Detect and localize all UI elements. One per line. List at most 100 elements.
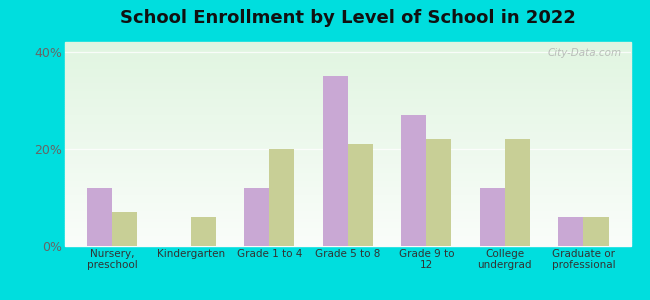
Bar bbox=[65, 95, 630, 97]
Bar bbox=[65, 132, 630, 134]
Bar bbox=[65, 234, 630, 236]
Bar bbox=[65, 169, 630, 170]
Bar bbox=[65, 89, 630, 91]
Bar bbox=[65, 122, 630, 124]
Bar bbox=[65, 167, 630, 169]
Title: School Enrollment by Level of School in 2022: School Enrollment by Level of School in … bbox=[120, 10, 576, 28]
Bar bbox=[65, 138, 630, 140]
Bar bbox=[65, 144, 630, 146]
Bar bbox=[65, 118, 630, 119]
Bar bbox=[65, 52, 630, 54]
Bar bbox=[269, 149, 294, 246]
Bar bbox=[65, 119, 630, 122]
Bar bbox=[65, 77, 630, 79]
Bar bbox=[65, 189, 630, 191]
Bar bbox=[65, 170, 630, 172]
Bar bbox=[65, 193, 630, 195]
Bar bbox=[65, 185, 630, 187]
Bar bbox=[65, 209, 630, 211]
Bar bbox=[65, 111, 630, 113]
Bar bbox=[65, 181, 630, 183]
Bar bbox=[65, 85, 630, 87]
Text: City-Data.com: City-Data.com bbox=[548, 48, 622, 58]
Bar bbox=[65, 107, 630, 109]
Bar bbox=[65, 221, 630, 224]
Bar bbox=[65, 195, 630, 197]
Bar bbox=[65, 103, 630, 105]
Bar bbox=[65, 99, 630, 101]
Bar bbox=[65, 97, 630, 99]
Bar bbox=[65, 228, 630, 230]
Bar bbox=[65, 240, 630, 242]
Bar bbox=[65, 183, 630, 185]
Bar bbox=[322, 76, 348, 246]
Bar bbox=[87, 188, 112, 246]
Bar bbox=[65, 70, 630, 73]
Bar bbox=[584, 217, 608, 246]
Bar bbox=[65, 207, 630, 209]
Bar bbox=[65, 48, 630, 50]
Bar bbox=[65, 44, 630, 46]
Bar bbox=[426, 139, 452, 246]
Bar bbox=[65, 79, 630, 81]
Bar bbox=[65, 238, 630, 240]
Bar bbox=[65, 201, 630, 203]
Bar bbox=[558, 217, 584, 246]
Bar bbox=[65, 226, 630, 228]
Bar bbox=[65, 230, 630, 232]
Bar bbox=[65, 156, 630, 158]
Bar bbox=[65, 242, 630, 244]
Bar bbox=[65, 64, 630, 67]
Bar bbox=[65, 109, 630, 111]
Bar bbox=[65, 244, 630, 246]
Bar bbox=[65, 162, 630, 164]
Bar bbox=[65, 62, 630, 64]
Bar bbox=[65, 46, 630, 48]
Bar bbox=[65, 105, 630, 107]
Bar bbox=[65, 213, 630, 215]
Bar bbox=[65, 73, 630, 75]
Bar bbox=[65, 136, 630, 138]
Bar bbox=[65, 113, 630, 116]
Bar bbox=[65, 42, 630, 44]
Bar bbox=[65, 211, 630, 213]
Bar bbox=[65, 150, 630, 152]
Bar bbox=[65, 203, 630, 205]
Bar bbox=[480, 188, 505, 246]
Bar bbox=[65, 91, 630, 93]
Bar bbox=[65, 130, 630, 132]
Bar bbox=[65, 93, 630, 95]
Bar bbox=[65, 50, 630, 52]
Bar bbox=[65, 158, 630, 160]
Bar bbox=[65, 218, 630, 220]
Bar bbox=[65, 152, 630, 154]
Bar bbox=[65, 54, 630, 56]
Bar bbox=[65, 124, 630, 126]
Bar bbox=[65, 179, 630, 181]
Bar bbox=[65, 81, 630, 83]
Bar bbox=[505, 139, 530, 246]
Bar bbox=[65, 164, 630, 166]
Bar bbox=[65, 134, 630, 136]
Bar bbox=[65, 177, 630, 179]
Bar bbox=[65, 68, 630, 70]
Bar bbox=[65, 220, 630, 221]
Bar bbox=[65, 236, 630, 238]
Bar bbox=[65, 191, 630, 193]
Bar bbox=[65, 83, 630, 85]
Bar bbox=[65, 56, 630, 58]
Bar bbox=[65, 116, 630, 118]
Bar bbox=[65, 140, 630, 142]
Bar bbox=[65, 60, 630, 62]
Bar bbox=[190, 217, 216, 246]
Bar bbox=[65, 175, 630, 177]
Bar bbox=[65, 146, 630, 148]
Bar bbox=[65, 199, 630, 201]
Bar bbox=[244, 188, 269, 246]
Bar bbox=[65, 126, 630, 128]
Bar bbox=[65, 142, 630, 144]
Bar bbox=[65, 232, 630, 234]
Bar bbox=[65, 75, 630, 77]
Bar bbox=[65, 154, 630, 156]
Bar bbox=[65, 148, 630, 150]
